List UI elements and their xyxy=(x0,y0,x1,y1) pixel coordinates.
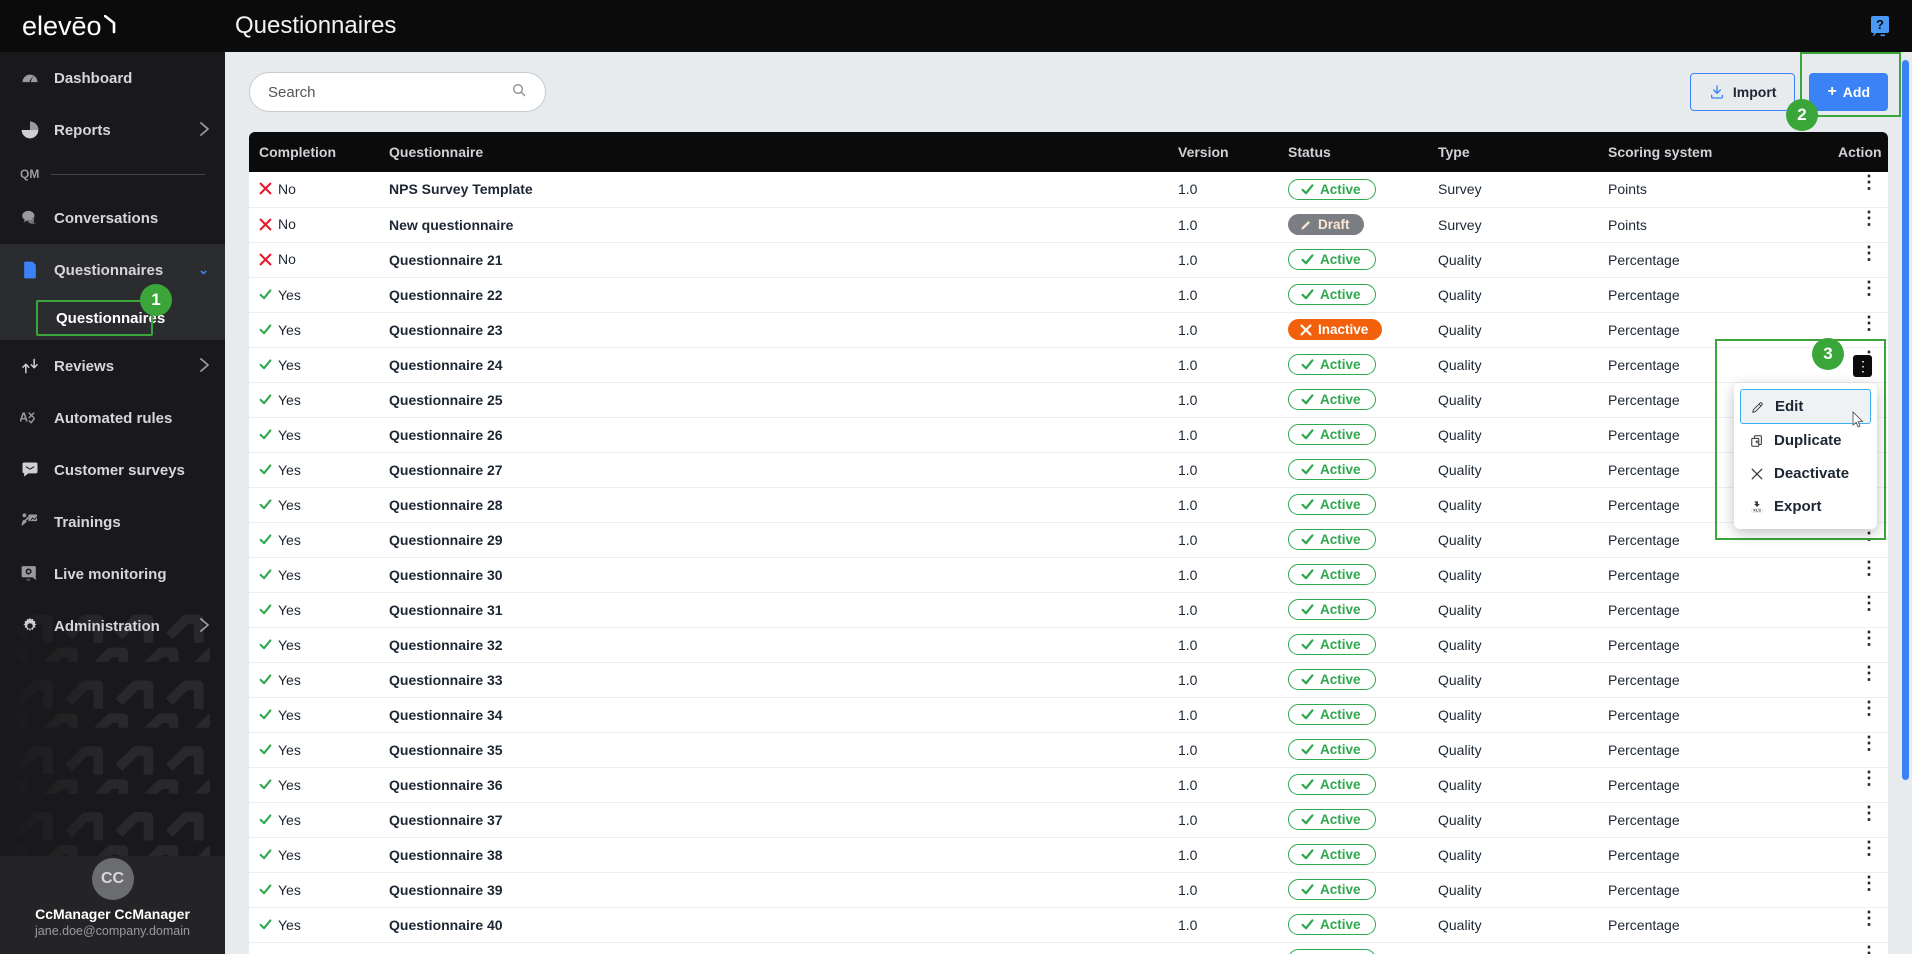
svg-text:XLS: XLS xyxy=(1753,507,1761,512)
svg-text:A: A xyxy=(20,410,28,424)
svg-text:?: ? xyxy=(1876,17,1884,32)
